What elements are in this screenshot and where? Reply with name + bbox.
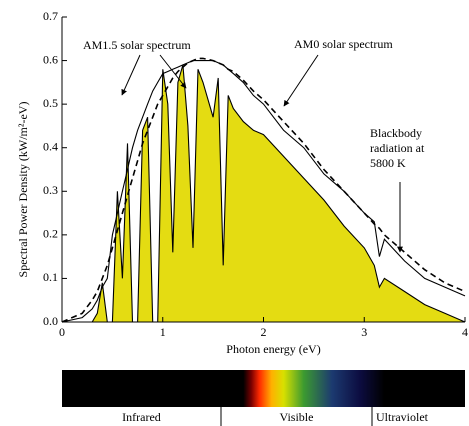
series-line (62, 64, 466, 323)
x-tick-label: 4 (462, 325, 468, 339)
x-tick-label: 1 (160, 325, 166, 339)
band-label: Ultraviolet (376, 410, 429, 424)
arrow (283, 54, 319, 107)
annotation: AM0 solar spectrum (294, 37, 393, 51)
x-tick-label: 3 (361, 325, 367, 339)
y-tick-label: 0.0 (43, 314, 58, 328)
y-tick-label: 0.1 (43, 270, 58, 284)
series-line (61, 57, 466, 323)
y-tick-label: 0.6 (43, 52, 58, 66)
area (62, 64, 465, 323)
y-tick-label: 0.4 (43, 139, 58, 153)
y-tick-label: 0.3 (43, 183, 58, 197)
y-tick-label: 0.5 (43, 96, 58, 110)
y-axis-label: Spectral Power Density (kW/m²-eV) (16, 102, 30, 278)
arrow (159, 54, 187, 89)
y-tick-label: 0.7 (43, 9, 58, 23)
spectrum-bar (62, 370, 465, 407)
band-label: Visible (280, 410, 314, 424)
band-label: Infrared (122, 410, 161, 424)
arrow (121, 54, 141, 96)
x-tick-label: 0 (59, 325, 65, 339)
annotation-arrows (121, 54, 403, 253)
annotation: AM1.5 solar spectrum (83, 38, 191, 52)
x-axis-label: Photon energy (eV) (226, 342, 320, 356)
x-tick-label: 2 (261, 325, 267, 339)
y-tick-label: 0.2 (43, 227, 58, 241)
annotation: Blackbody radiation at 5800 K (370, 126, 425, 170)
